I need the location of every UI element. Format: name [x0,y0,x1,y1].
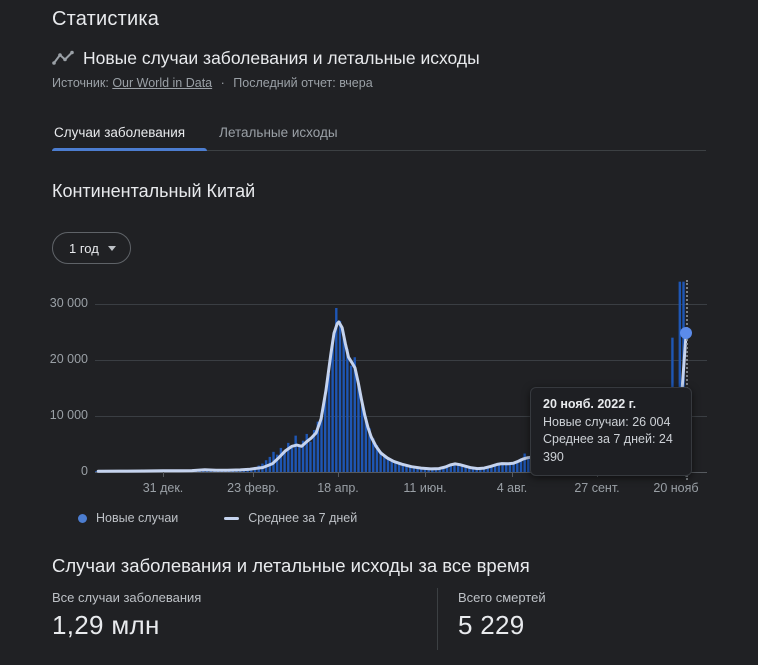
source-link[interactable]: Our World in Data [112,76,213,90]
separator: · [220,76,225,90]
subtitle-row: Новые случаи заболевания и летальные исх… [52,46,706,70]
time-range-dropdown[interactable]: 1 год [52,232,131,264]
x-tick-label: 4 авг. [496,481,528,495]
x-tick [425,472,426,477]
stat-total-cases: Все случаи заболевания 1,29 млн [52,588,437,650]
tooltip-7day-avg: Среднее за 7 дней: 24 390 [543,432,673,464]
x-tick [253,472,254,477]
stat-label: Все случаи заболевания [52,590,202,605]
x-axis-line [95,472,707,473]
blue-dot-icon [78,513,87,523]
stat-label: Всего смертей [458,590,546,605]
time-range-value: 1 год [69,240,99,256]
tooltip-new-cases: Новые случаи: 26 004 [543,414,671,429]
last-report-text: Последний отчет: вчера [233,76,373,90]
tab-cases-label: Случаи заболевания [54,124,186,140]
trend-line-icon [52,50,74,65]
legend-item-new-cases: Новые случаи [78,511,178,525]
y-tick-label: 20 000 [49,352,88,366]
legend-label: Новые случаи [96,511,179,525]
chart-subtitle: Новые случаи заболевания и летальные исх… [83,47,480,68]
tooltip-date: 20 нояб. 2022 г. [543,397,637,411]
legend-item-7day-avg: Среднее за 7 дней [224,511,357,525]
chart-legend: Новые случаи Среднее за 7 дней [78,510,706,526]
x-tick [512,472,513,477]
x-tick-label: 18 апр. [317,481,359,495]
line-swatch-icon [224,516,240,520]
cases-chart[interactable]: 30 000 20 000 10 000 0 31 дек. 23 февр. … [50,280,707,497]
chevron-down-icon [107,245,116,251]
stat-total-deaths: Всего смертей 5 229 [437,588,546,650]
x-tick-label: 11 июн. [403,481,447,495]
hover-cursor-line [686,280,688,480]
x-tick-label: 23 февр. [227,481,279,495]
stat-value: 5 229 [458,610,525,640]
totals-stats: Все случаи заболевания 1,29 млн Всего см… [52,588,706,650]
page-title: Статистика [52,8,160,30]
tabs-divider [52,150,706,151]
legend-label: Среднее за 7 дней [248,511,358,525]
totals-heading: Случаи заболевания и летальные исходы за… [52,555,530,576]
source-line: Источник: Our World in Data · Последний … [52,76,706,92]
source-prefix: Источник: [52,76,109,90]
y-tick-label: 10 000 [49,408,88,422]
tab-deaths-label: Летальные исходы [219,124,338,140]
x-tick-label: 20 нояб [653,481,699,495]
gridline-20000 [95,360,707,361]
stat-value: 1,29 млн [52,610,160,640]
tab-cases[interactable]: Случаи заболевания [52,116,187,148]
x-tick-label: 31 дек. [142,481,184,495]
tab-deaths[interactable]: Летальные исходы [217,116,339,148]
x-tick [163,472,164,477]
chart-plot-area[interactable] [95,280,688,473]
x-tick-label: 27 сент. [574,481,620,495]
x-tick [338,472,339,477]
gridline-30000 [95,304,707,305]
gridline-10000 [95,416,707,417]
region-title: Континентальный Китай [52,181,256,201]
y-tick-label: 0 [81,464,88,478]
statistics-panel: Статистика Новые случаи заболевания и ле… [50,8,707,650]
active-tab-underline [52,148,207,151]
y-tick-label: 30 000 [49,296,88,310]
highlighted-data-point[interactable] [680,327,692,339]
chart-tooltip: 20 нояб. 2022 г. Новые случаи: 26 004 Ср… [530,387,692,476]
tab-bar: Случаи заболевания Летальные исходы [52,116,706,151]
